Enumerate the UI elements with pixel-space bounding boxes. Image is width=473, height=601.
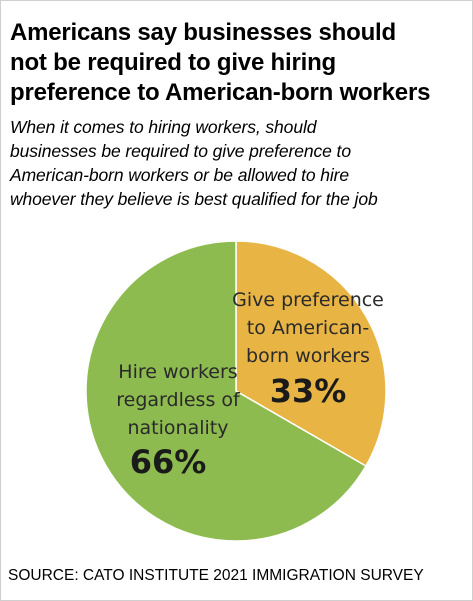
title-line: not be required to give hiring — [10, 49, 337, 76]
slice-value-label: 33% — [270, 372, 347, 410]
pie-chart: Give preference to American-born workers 3… — [85, 240, 387, 542]
chart-subtitle: When it comes to hiring workers, should … — [10, 115, 468, 211]
slice-value-label: 66% — [130, 443, 207, 481]
slice-label: nationality — [128, 417, 229, 439]
source-note: SOURCE: CATO INSTITUTE 2021 IMMIGRATION … — [8, 567, 424, 584]
chart-title: Americans say businesses should not be r… — [10, 18, 465, 108]
slice-label: to American- — [247, 317, 369, 339]
subtitle-line: whoever they believe is best qualified f… — [10, 189, 378, 209]
subtitle-line: businesses be required to give preferenc… — [10, 141, 351, 161]
slice-label: regardless of — [116, 389, 241, 411]
subtitle-line: When it comes to hiring workers, should — [10, 117, 317, 137]
title-line: preference to American-born workers — [10, 79, 431, 106]
pie-chart-area: Give preference to American-born workers 3… — [0, 232, 473, 562]
pie-slice — [85, 240, 367, 542]
slice-label: born workers — [246, 345, 370, 367]
title-line: Americans say businesses should — [10, 19, 396, 46]
slice-label: Give preference — [232, 289, 384, 311]
subtitle-line: American-born workers or be allowed to h… — [10, 165, 350, 185]
slice-label: Hire workers — [118, 361, 237, 383]
pie-slice — [235, 240, 387, 468]
